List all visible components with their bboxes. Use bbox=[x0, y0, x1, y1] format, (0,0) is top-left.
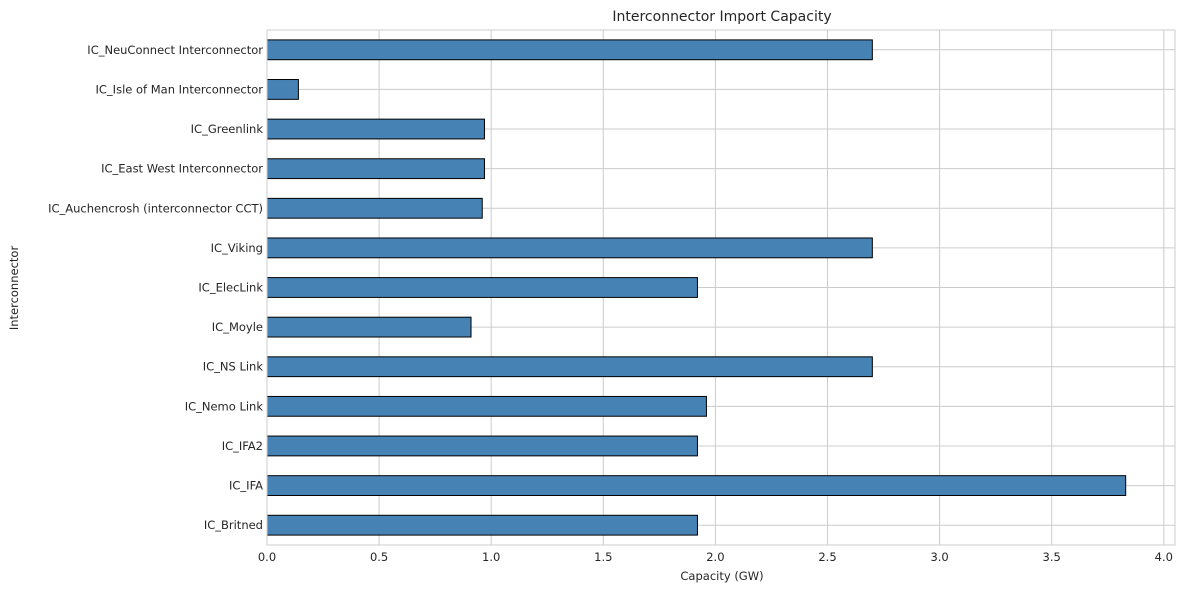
x-tick-label: 2.5 bbox=[818, 550, 836, 564]
bar bbox=[266, 118, 485, 140]
bar bbox=[266, 277, 698, 298]
bar bbox=[266, 197, 483, 219]
y-tick-labels: IC_NeuConnect Interconnector IC_Isle of M… bbox=[48, 43, 263, 532]
chart-title: Interconnector Import Capacity bbox=[612, 9, 831, 25]
y-tick-label: IC_NS Link bbox=[203, 360, 264, 374]
y-tick-label: IC_Viking bbox=[211, 241, 263, 255]
bar bbox=[266, 237, 873, 259]
x-tick-label: 0.5 bbox=[370, 550, 388, 564]
x-tick-label: 3.0 bbox=[930, 550, 948, 564]
plot-frame bbox=[266, 29, 1176, 546]
x-tick-labels: 0.0 0.5 1.0 1.5 2.0 2.5 3.0 3.5 4.0 bbox=[258, 550, 1173, 564]
y-tick-label: IC_Moyle bbox=[212, 320, 263, 334]
bar bbox=[266, 158, 485, 180]
y-axis-label: Interconnector bbox=[7, 246, 21, 331]
y-tick-label: IC_Greenlink bbox=[191, 122, 264, 136]
y-tick-label: IC_IFA bbox=[229, 479, 263, 493]
bar bbox=[266, 395, 707, 417]
y-tick-label: IC_Britned bbox=[204, 518, 263, 532]
x-tick-label: 0.0 bbox=[258, 550, 276, 564]
bar bbox=[266, 316, 472, 338]
x-axis-label: Capacity (GW) bbox=[680, 569, 763, 583]
x-tick-label: 4.0 bbox=[1155, 550, 1173, 564]
x-tick-label: 1.0 bbox=[482, 550, 500, 564]
bar bbox=[266, 79, 299, 100]
x-tick-label: 1.5 bbox=[594, 550, 612, 564]
bar bbox=[266, 356, 873, 378]
y-tick-label: IC_IFA2 bbox=[222, 439, 263, 453]
x-tick-label: 3.5 bbox=[1043, 550, 1061, 564]
y-tick-label: IC_ElecLink bbox=[198, 281, 263, 295]
bar bbox=[266, 435, 698, 457]
y-tick-label: IC_Auchencrosh (interconnector CCT) bbox=[48, 201, 263, 215]
y-tick-label: IC_East West Interconnector bbox=[101, 162, 263, 176]
y-tick-label: IC_Isle of Man Interconnector bbox=[96, 82, 264, 96]
y-tick-label: IC_Nemo Link bbox=[185, 399, 264, 413]
bar bbox=[266, 39, 873, 61]
bar bbox=[266, 514, 698, 536]
x-tick-label: 2.0 bbox=[706, 550, 724, 564]
y-tick-label: IC_NeuConnect Interconnector bbox=[87, 43, 263, 57]
bar bbox=[266, 475, 1127, 496]
